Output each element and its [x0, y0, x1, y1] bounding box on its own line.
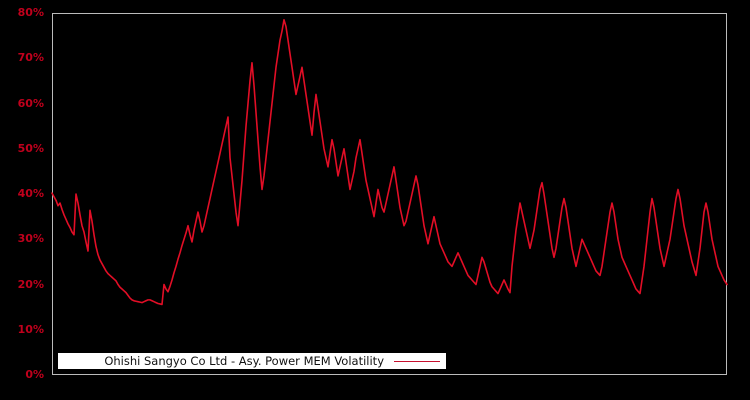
y-tick-label-30: 30% [17, 232, 44, 246]
y-tick-label-80: 80% [17, 6, 44, 19]
y-tick-label-50: 50% [17, 141, 44, 155]
y-tick-label-60: 60% [17, 96, 44, 110]
y-tick-label-10: 10% [17, 322, 44, 336]
legend-label: Ohishi Sangyo Co Ltd - Asy. Power MEM Vo… [104, 354, 384, 368]
y-tick-label-70: 70% [17, 51, 44, 65]
chart-legend[interactable]: Ohishi Sangyo Co Ltd - Asy. Power MEM Vo… [58, 353, 446, 369]
y-tick-label-20: 20% [17, 277, 44, 291]
y-tick-label-0: 0% [25, 368, 44, 381]
y-tick-label-40: 40% [17, 187, 44, 200]
volatility-series-line [51, 18, 728, 306]
legend-line-sample-icon [394, 360, 440, 362]
